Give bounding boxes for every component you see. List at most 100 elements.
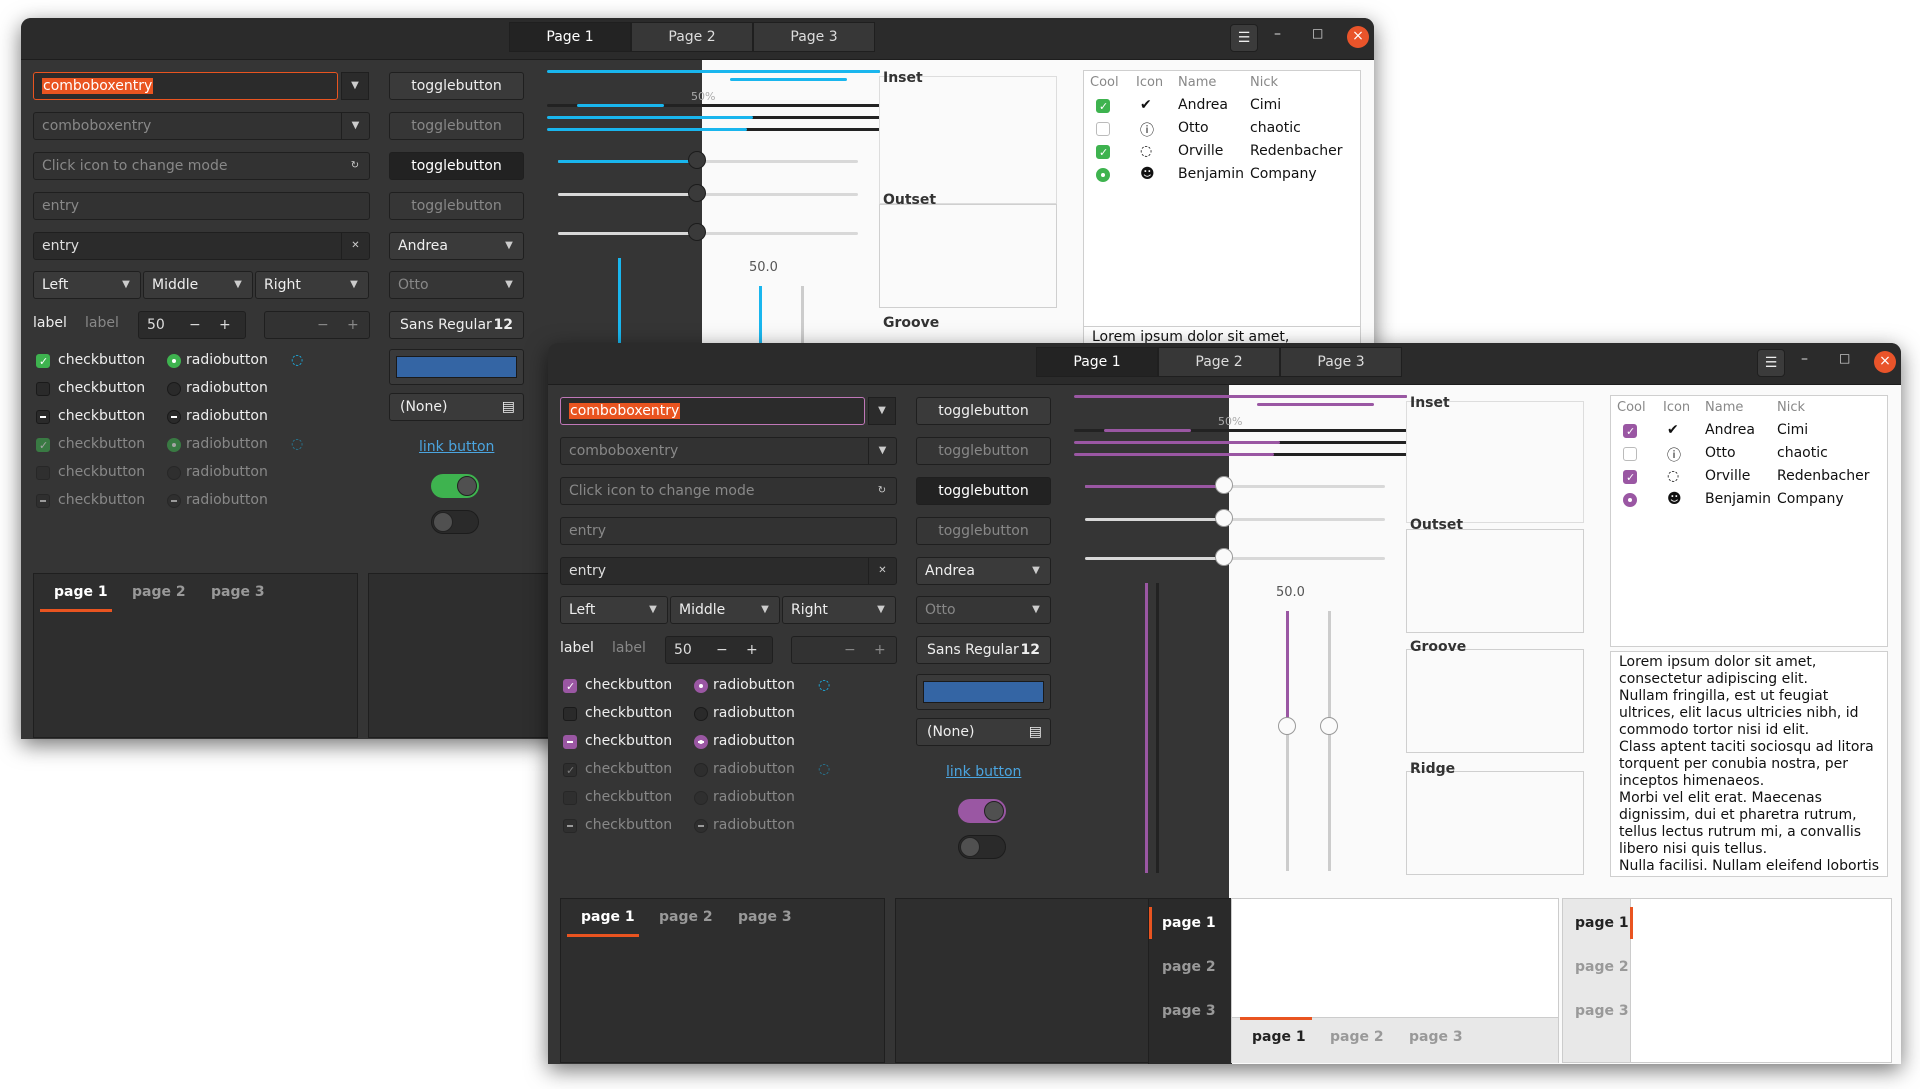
combo-right[interactable]: Right ▼: [255, 271, 369, 299]
font-button[interactable]: Sans Regular 12: [916, 636, 1051, 664]
checkbox-checked[interactable]: ✓: [563, 679, 577, 693]
spin-button[interactable]: 50− +: [665, 636, 773, 664]
scale-3[interactable]: [1085, 557, 1385, 560]
hamburger-icon[interactable]: ☰: [1230, 24, 1258, 52]
togglebutton-1[interactable]: togglebutton: [389, 72, 524, 100]
scale-1[interactable]: [558, 160, 858, 163]
scale-2-knob[interactable]: [1215, 509, 1233, 527]
minus-icon[interactable]: −: [716, 642, 728, 658]
comboboxentry-field-2[interactable]: comboboxentry ▼: [560, 437, 897, 465]
nb-bottom-tab-page-1[interactable]: page 1: [1252, 1029, 1306, 1045]
tab-page-3-front[interactable]: Page 3: [1280, 347, 1402, 377]
row-3-check[interactable]: ✓: [1096, 145, 1110, 159]
nb-bottom-tab-page-2[interactable]: page 2: [1330, 1029, 1384, 1045]
file-chooser-button[interactable]: (None) ▤: [389, 393, 524, 421]
switch-on[interactable]: [958, 799, 1006, 823]
tree-view[interactable]: Cool Icon Name Nick ✓ ✔ Andrea Cimi ⓘ Ot…: [1610, 395, 1888, 647]
vscale-3[interactable]: [1328, 611, 1331, 871]
switch-on[interactable]: [431, 474, 479, 498]
checkbox-mixed[interactable]: [36, 410, 50, 424]
col-nick[interactable]: Nick: [1777, 400, 1806, 415]
checkbox-mixed[interactable]: [563, 735, 577, 749]
row-2-check[interactable]: [1096, 122, 1110, 136]
radio-mixed[interactable]: [694, 735, 708, 749]
nb-right-tab-page-2[interactable]: page 2: [1162, 959, 1216, 975]
radio-unselected[interactable]: [167, 382, 181, 396]
nb-tab-page-3[interactable]: page 3: [738, 909, 792, 925]
combo-andrea[interactable]: Andrea ▼: [916, 557, 1051, 585]
scale-2[interactable]: [558, 193, 858, 196]
row-4-radio[interactable]: [1096, 168, 1110, 182]
vscale-2[interactable]: [1286, 611, 1289, 871]
nb-right-tab-page-1[interactable]: page 1: [1162, 915, 1216, 931]
nb-tab-page-3[interactable]: page 3: [211, 584, 265, 600]
nb-left-tab-page-3[interactable]: page 3: [1575, 1003, 1629, 1019]
text-view[interactable]: Lorem ipsum dolor sit amet, consectetur …: [1610, 651, 1888, 877]
col-nick[interactable]: Nick: [1250, 75, 1279, 90]
scale-2-knob[interactable]: [688, 184, 706, 202]
combo-middle[interactable]: Middle ▼: [670, 596, 780, 624]
scale-3-knob[interactable]: [1215, 548, 1233, 566]
maximize-icon[interactable]: □: [1839, 351, 1851, 365]
comboboxentry-field[interactable]: comboboxentry ▼: [560, 397, 896, 425]
link-button[interactable]: link button: [419, 439, 495, 455]
tab-page-1[interactable]: Page 1: [509, 22, 631, 52]
combo-left[interactable]: Left ▼: [560, 596, 668, 624]
col-icon[interactable]: Icon: [1663, 400, 1691, 415]
tab-page-2-front[interactable]: Page 2: [1158, 347, 1280, 377]
tab-page-3[interactable]: Page 3: [753, 22, 875, 52]
plus-icon[interactable]: +: [219, 317, 231, 333]
col-name[interactable]: Name: [1178, 75, 1217, 90]
color-button[interactable]: [389, 349, 524, 385]
col-cool[interactable]: Cool: [1617, 400, 1646, 415]
minimize-icon[interactable]: –: [1801, 351, 1808, 367]
radio-mixed[interactable]: [167, 410, 181, 424]
scale-2[interactable]: [1085, 518, 1385, 521]
nb-tab-page-2[interactable]: page 2: [659, 909, 713, 925]
row-3-check[interactable]: ✓: [1623, 470, 1637, 484]
close-icon[interactable]: ×: [1347, 26, 1369, 48]
scale-1-knob[interactable]: [1215, 476, 1233, 494]
scale-1-knob[interactable]: [688, 151, 706, 169]
vscale-2[interactable]: [759, 286, 762, 358]
radio-selected[interactable]: [167, 354, 181, 368]
entry-field[interactable]: entry: [560, 517, 897, 545]
radio-selected[interactable]: [694, 679, 708, 693]
nb-tab-page-1[interactable]: page 1: [581, 909, 635, 925]
comboboxentry-field[interactable]: comboboxentry ▼: [33, 72, 369, 100]
minus-icon[interactable]: −: [189, 317, 201, 333]
scale-1[interactable]: [1085, 485, 1385, 488]
checkbox-checked[interactable]: ✓: [36, 354, 50, 368]
color-button[interactable]: [916, 674, 1051, 710]
spin-button[interactable]: 50− +: [138, 311, 246, 339]
vscale-3[interactable]: [801, 286, 804, 358]
togglebutton-3[interactable]: togglebutton: [389, 152, 524, 180]
vscale-1b[interactable]: [1156, 583, 1159, 873]
nb-tab-page-1[interactable]: page 1: [54, 584, 108, 600]
row-4-radio[interactable]: [1623, 493, 1637, 507]
tree-view[interactable]: Cool Icon Name Nick ✓ ✔ Andrea Cimi ⓘ Ot…: [1083, 70, 1361, 327]
nb-right-tab-page-3[interactable]: page 3: [1162, 1003, 1216, 1019]
row-1-check[interactable]: ✓: [1623, 424, 1637, 438]
vscale-3-knob[interactable]: [1320, 717, 1338, 735]
vscale-1[interactable]: [618, 258, 621, 358]
scale-3-knob[interactable]: [688, 223, 706, 241]
nb-bottom-tab-page-3[interactable]: page 3: [1409, 1029, 1463, 1045]
maximize-icon[interactable]: □: [1312, 26, 1324, 40]
nb-left-tab-page-1[interactable]: page 1: [1575, 915, 1629, 931]
checkbox-unchecked[interactable]: [36, 382, 50, 396]
font-button[interactable]: Sans Regular 12: [389, 311, 524, 339]
file-chooser-button[interactable]: (None) ▤: [916, 718, 1051, 746]
link-button[interactable]: link button: [946, 764, 1022, 780]
minimize-icon[interactable]: –: [1274, 26, 1281, 42]
mode-entry[interactable]: Click icon to change mode ↻: [33, 152, 370, 180]
hamburger-icon[interactable]: ☰: [1757, 349, 1785, 377]
row-2-check[interactable]: [1623, 447, 1637, 461]
col-cool[interactable]: Cool: [1090, 75, 1119, 90]
vscale-2-knob[interactable]: [1278, 717, 1296, 735]
nb-tab-page-2[interactable]: page 2: [132, 584, 186, 600]
entry-field-2[interactable]: entry ✕: [33, 232, 370, 260]
entry-field-2[interactable]: entry ✕: [560, 557, 897, 585]
comboboxentry-field-2[interactable]: comboboxentry ▼: [33, 112, 370, 140]
togglebutton-3[interactable]: togglebutton: [916, 477, 1051, 505]
